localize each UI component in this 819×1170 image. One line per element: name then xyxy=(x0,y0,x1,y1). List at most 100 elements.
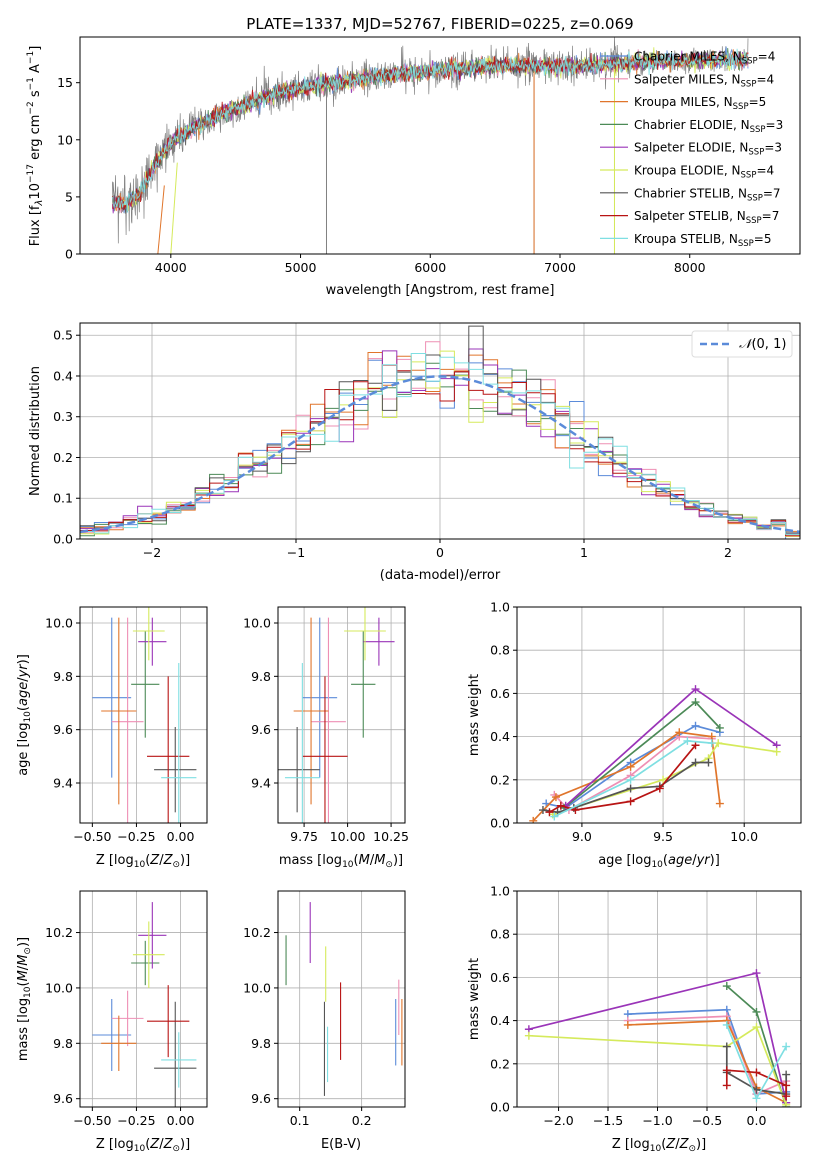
weight-marker xyxy=(626,775,635,784)
weight-series-kroupa-miles xyxy=(529,728,724,823)
figure-title: PLATE=1337, MJD=52767, FIBERID=0225, z=0… xyxy=(246,15,633,33)
y-tick-label: 10.0 xyxy=(45,616,73,631)
legend-subscript: SSP xyxy=(741,79,757,89)
legend-subscript: SSP xyxy=(750,125,766,135)
x-tick-label: 6000 xyxy=(414,260,446,275)
weight-marker xyxy=(715,723,724,732)
weight-marker xyxy=(524,1031,533,1040)
x-tick-label: −2 xyxy=(143,545,161,560)
weight-line xyxy=(528,1025,787,1106)
x-tick-label: 10.00 xyxy=(330,829,366,844)
residuals-xlabel: (data-model)/error xyxy=(380,568,501,583)
mass-vs-metallicity-ylabel: mass [log10(M/M⊙)] xyxy=(16,937,33,1061)
weight-marker xyxy=(752,1007,761,1016)
residual-histogram-salpeter-stelib xyxy=(80,364,800,537)
y-tick-label: 0.4 xyxy=(53,368,73,383)
y-tick-label: 15 xyxy=(57,75,73,90)
errorbar-kroupa-elodie xyxy=(344,607,386,661)
weight-marker xyxy=(782,1042,791,1051)
y-tick-label: 0.3 xyxy=(53,409,73,424)
legend-label-chabrier-elodie: Chabrier ELODIE, NSSP=3 xyxy=(634,118,783,135)
y-tick-label: 0.4 xyxy=(490,729,510,744)
x-tick-label: 0.2 xyxy=(352,1113,372,1128)
legend-value: =5 xyxy=(749,95,767,109)
mass-weight-vs-age-panel: 9.0 9.5 10.0 0.0 0.2 0.4 0.6 0.8 1.0 age [log10(… xyxy=(467,600,802,870)
x-tick-label: 0.0 xyxy=(747,1113,767,1128)
y-tick-label: 5 xyxy=(65,189,73,204)
weight-marker xyxy=(683,736,692,745)
weight-marker xyxy=(782,1100,791,1107)
errorbar-salpeter-miles xyxy=(111,617,144,823)
x-tick-label: 0 xyxy=(436,545,444,560)
p-mwZ-plot-area xyxy=(517,891,801,1107)
weight-marker xyxy=(782,1070,791,1079)
x-tick-label: −0.50 xyxy=(73,1113,111,1128)
errorbar-salpeter-elodie xyxy=(138,617,167,666)
errorbar-salpeter-miles xyxy=(111,990,144,1047)
weight-marker xyxy=(782,1092,791,1101)
weight-marker xyxy=(752,1068,761,1077)
weight-marker xyxy=(529,816,538,823)
age-vs-mass-xlabel: mass [log10(M/M⊙)] xyxy=(279,853,403,870)
weight-marker xyxy=(715,799,724,808)
weight-marker xyxy=(556,801,565,810)
errorbar-salpeter-stelib xyxy=(147,676,190,823)
errorbar-kroupa-stelib xyxy=(161,663,197,823)
weight-marker xyxy=(752,969,761,978)
y-tick-label: 0.2 xyxy=(490,772,510,787)
y-tick-label: 10.2 xyxy=(45,925,73,940)
legend-value: =4 xyxy=(758,50,776,64)
errorbar-chabrier-stelib xyxy=(154,727,197,813)
legend-value: =3 xyxy=(766,118,784,132)
weight-marker xyxy=(623,1020,632,1029)
legend-subscript: SSP xyxy=(748,148,764,158)
mass-weight-vs-age-xlabel: age [log10(age/yr)] xyxy=(598,853,720,870)
p-massZ-plot-area xyxy=(80,891,207,1107)
weight-marker xyxy=(707,739,716,748)
normal-distribution-curve xyxy=(80,375,800,534)
y-tick-label: 0.8 xyxy=(490,643,510,658)
legend-value: =4 xyxy=(756,72,774,86)
legend-value: =5 xyxy=(754,232,772,246)
p-ageMass-plot-area xyxy=(278,607,405,823)
x-tick-label: 1 xyxy=(580,545,588,560)
legend-label-salpeter-elodie: Salpeter ELODIE, NSSP=3 xyxy=(634,141,782,158)
errorbar-salpeter-elodie xyxy=(363,617,395,666)
x-tick-label: 2 xyxy=(724,545,732,560)
mass-weight-vs-metallicity-xlabel: Z [log10(Z/Z⊙)] xyxy=(612,1137,706,1154)
p-residuals-plot-area xyxy=(80,323,800,539)
x-tick-label: 9.75 xyxy=(290,829,318,844)
legend-subscript: SSP xyxy=(747,193,763,203)
errorbar-kroupa-stelib xyxy=(161,1032,197,1088)
weight-line xyxy=(553,740,712,818)
y-tick-label: 9.8 xyxy=(53,1036,73,1051)
mass-vs-metallicity-xlabel: Z [log10(Z/Z⊙)] xyxy=(96,1137,190,1154)
y-tick-label: 10.2 xyxy=(243,925,271,940)
y-tick-label: 0.2 xyxy=(490,1056,510,1071)
legend-subscript: SSP xyxy=(738,239,754,249)
y-tick-label: 10 xyxy=(57,132,73,147)
legend-value: =4 xyxy=(756,164,774,178)
weight-marker xyxy=(571,806,580,815)
legend-subscript: SSP xyxy=(742,57,758,67)
y-tick-label: 9.6 xyxy=(53,722,73,737)
normal-legend: 𝒩(0, 1) xyxy=(691,330,793,358)
legend-label-kroupa-miles: Kroupa MILES, NSSP=5 xyxy=(634,95,766,112)
y-tick-label: 9.8 xyxy=(251,1036,271,1051)
y-tick-label: 9.8 xyxy=(53,669,73,684)
legend-value: =7 xyxy=(763,186,781,200)
weight-marker xyxy=(545,808,554,817)
p-spectrum-plot-area xyxy=(111,37,749,254)
weight-marker xyxy=(550,812,559,821)
model-spike xyxy=(170,162,178,254)
weight-marker xyxy=(691,698,700,707)
y-tick-label: 1.0 xyxy=(490,600,510,615)
mass-vs-extinction-xlabel: E(B-V) xyxy=(321,1137,361,1152)
weight-marker xyxy=(691,685,700,694)
weight-line xyxy=(627,1008,787,1095)
weight-marker xyxy=(722,1020,731,1029)
age-vs-metallicity-ylabel: age [log10(age/yr)] xyxy=(16,654,33,776)
x-tick-label: 7000 xyxy=(544,260,576,275)
weight-line xyxy=(627,1019,787,1104)
